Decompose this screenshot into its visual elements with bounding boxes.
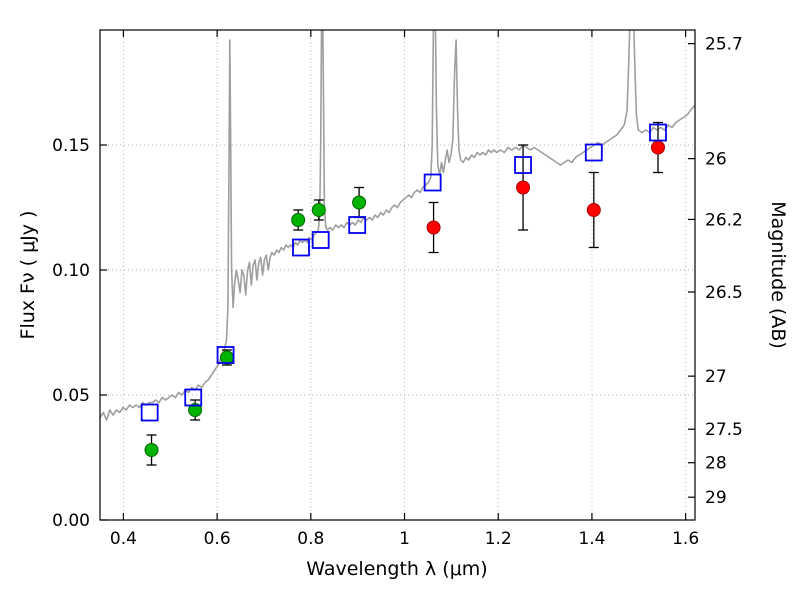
data-point-square: [584, 143, 603, 162]
data-point-square: [311, 231, 330, 249]
gridlines: [100, 30, 695, 520]
data-point-square: [292, 238, 310, 257]
photometry-red-circles: [426, 140, 665, 235]
data-point-circle: [650, 140, 665, 155]
data-point-square: [348, 216, 367, 234]
data-point-circle: [426, 220, 441, 235]
y-tick-label-left: 0.05: [52, 386, 90, 406]
y-axis-label-right: Magnitude (AB): [767, 201, 789, 349]
y-tick-label-right: 26.5: [705, 283, 743, 303]
y-tick-label-right: 27.5: [705, 420, 743, 440]
data-point-square: [649, 123, 667, 142]
y-tick-label-left: 0.15: [52, 136, 90, 156]
axes-frame: [99, 29, 696, 521]
x-tick-label: 0.4: [110, 529, 137, 549]
data-point-square: [140, 403, 159, 422]
y-tick-label-right: 26.2: [705, 210, 743, 230]
data-point-square: [514, 156, 532, 174]
y-tick-label-right: 28: [705, 454, 727, 474]
x-axis-label: Wavelength λ (μm): [306, 558, 487, 580]
ticks: [100, 30, 695, 521]
data-point-circle: [291, 213, 306, 227]
x-tick-label: 1: [399, 529, 410, 549]
x-tick-label: 1.2: [485, 529, 512, 549]
photometry-green-circles: [144, 195, 367, 457]
data-point-circle: [516, 180, 531, 195]
data-point-circle: [144, 443, 159, 457]
x-tick-label: 0.6: [204, 529, 231, 549]
x-tick-label: 1.4: [578, 529, 605, 549]
x-tick-label: 0.8: [297, 529, 324, 549]
y-axis-label-left: Flux Fν ( μJy ): [17, 211, 39, 340]
tick-labels: 0.4 0.6 0.8 1 1.2 1.4 1.6 0.00 0.05 0.10 0.15 25.7 2…: [52, 35, 743, 549]
model-photometry-blue-squares: [140, 123, 667, 422]
y-tick-label-right: 27: [705, 367, 727, 387]
data-point-square: [216, 346, 235, 364]
data-point-circle: [586, 203, 601, 217]
data-point-circle: [311, 203, 326, 217]
data-point-circle: [188, 403, 203, 417]
data-point-square: [184, 388, 203, 407]
y-tick-label-left: 0.00: [52, 511, 90, 531]
x-tick-label: 1.6: [672, 529, 699, 549]
y-tick-label-right: 26: [705, 150, 727, 170]
data-point-circle: [352, 195, 367, 210]
data-point-circle: [219, 350, 234, 365]
y-tick-label-right: 25.7: [705, 35, 743, 55]
y-tick-label-left: 0.10: [52, 261, 90, 281]
y-tick-label-right: 29: [705, 488, 727, 508]
data-point-square: [423, 173, 442, 192]
